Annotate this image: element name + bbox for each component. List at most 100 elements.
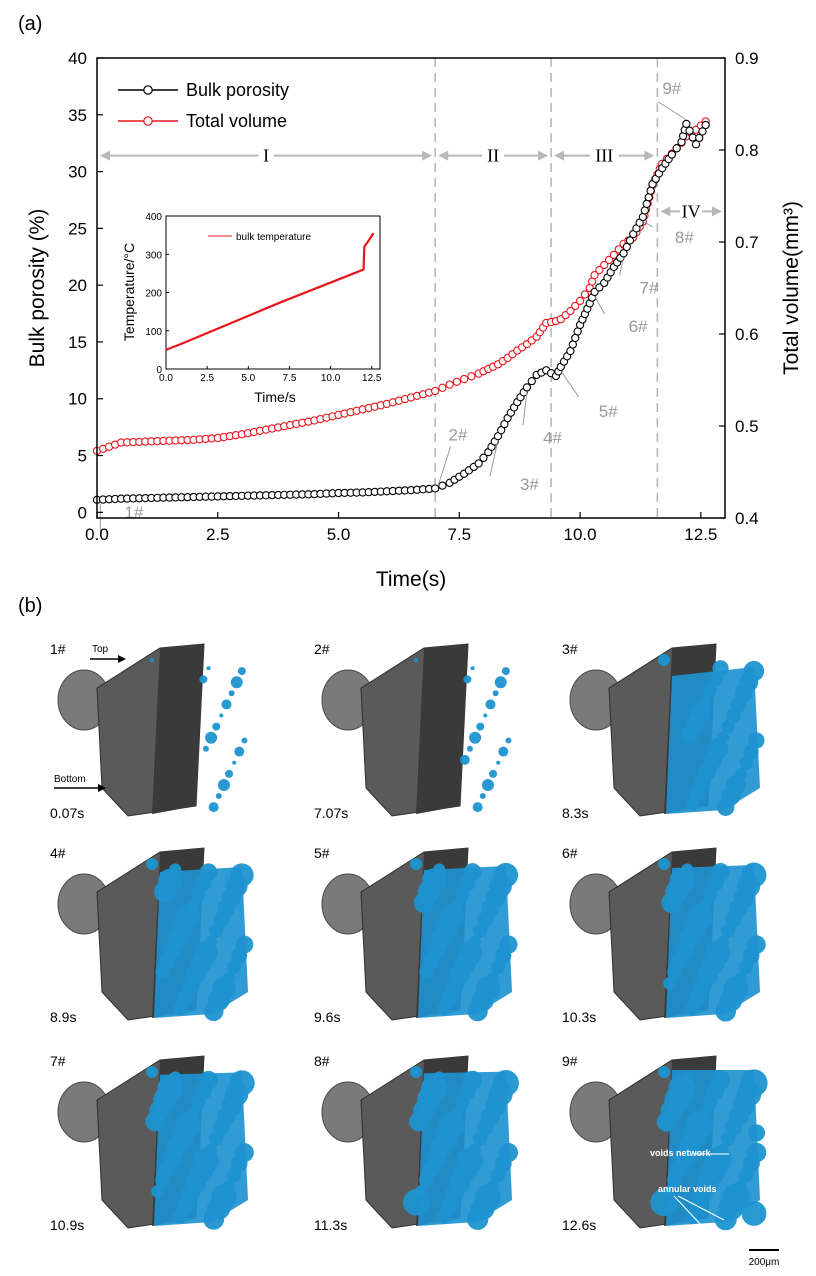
tile-id-label: 2# xyxy=(314,641,330,657)
void-blob xyxy=(232,760,237,765)
marker-label: 2# xyxy=(449,425,468,444)
marker-arrow xyxy=(522,391,528,426)
top-arrow-head xyxy=(118,655,126,663)
series-point xyxy=(571,301,580,311)
marker-arrow xyxy=(658,101,687,121)
void-blob xyxy=(146,1066,158,1078)
void-blob xyxy=(205,731,218,744)
ct-render-tile: 3# 8.3s xyxy=(562,641,765,821)
total-volume-series xyxy=(92,117,710,455)
series-point xyxy=(438,383,447,392)
y-left-tick-label: 30 xyxy=(68,163,87,182)
void-blob xyxy=(472,802,483,813)
series-point xyxy=(575,296,585,306)
series-point xyxy=(479,453,488,462)
series-point xyxy=(522,383,532,392)
x-tick-label: 10.0 xyxy=(564,525,597,544)
y-right-tick-label: 0.9 xyxy=(735,49,759,68)
void-blob xyxy=(466,745,473,752)
marker-label: 3# xyxy=(520,475,539,494)
inset-x-tick-label: 0.0 xyxy=(159,373,173,384)
void-blob xyxy=(470,666,475,671)
y-left-tick-label: 40 xyxy=(68,49,87,68)
inset-y-tick-label: 300 xyxy=(145,250,162,261)
marker-arrow xyxy=(560,370,580,398)
series-point xyxy=(604,255,614,265)
stage-label: III xyxy=(595,146,613,166)
inset-temperature-series xyxy=(165,232,375,351)
void-blob xyxy=(469,731,482,744)
void-blob xyxy=(483,713,488,718)
void-blob xyxy=(463,675,472,684)
stage-arrow-head xyxy=(644,150,655,161)
series-point xyxy=(685,126,694,135)
tile-time-label: 11.3s xyxy=(314,1217,347,1233)
void-blob xyxy=(241,737,248,744)
marker-label: 9# xyxy=(662,79,681,98)
marker-label: 5# xyxy=(599,402,618,421)
bulk-porosity-series xyxy=(92,119,710,504)
tile-time-label: 7.07s xyxy=(314,805,348,821)
scale-bar-label: 200μm xyxy=(749,1257,780,1268)
void-blob xyxy=(410,1066,422,1078)
y-left-tick-label: 0 xyxy=(78,503,87,522)
series-point xyxy=(431,484,440,493)
series-point xyxy=(474,459,483,468)
ct-render-tile: 5# 9.6s xyxy=(314,845,519,1025)
void-blob xyxy=(501,667,510,676)
inset-y-tick-label: 100 xyxy=(145,327,162,338)
void-blob xyxy=(150,658,154,662)
tile-time-label: 0.07s xyxy=(50,805,84,821)
cut-face xyxy=(416,644,468,814)
void-blob xyxy=(202,745,209,752)
void-blob xyxy=(146,858,158,870)
stage-arrow-head xyxy=(438,150,449,161)
tile-id-label: 9# xyxy=(562,1053,578,1069)
x-axis-label: Time(s) xyxy=(376,568,446,591)
void-blob xyxy=(658,858,670,870)
y-right-tick-label: 0.7 xyxy=(735,233,759,252)
x-axis-ticks: 0.0 2.5 5.0 7.5 10.0 12.5 xyxy=(85,512,717,544)
tile-id-label: 8# xyxy=(314,1053,330,1069)
void-blob xyxy=(228,690,235,697)
void-blob xyxy=(496,760,501,765)
y-left-tick-label: 20 xyxy=(68,276,87,295)
series-point xyxy=(667,150,677,159)
x-tick-label: 7.5 xyxy=(447,525,471,544)
series-point xyxy=(682,119,691,129)
right-y-axis-label: Total volume(mm³) xyxy=(780,201,803,375)
y-right-tick-label: 0.4 xyxy=(735,509,759,528)
inset-x-tick-label: 7.5 xyxy=(283,373,297,384)
y-left-tick-label: 35 xyxy=(68,106,87,125)
void-blob xyxy=(208,802,219,813)
y-right-tick-label: 0.5 xyxy=(735,417,759,436)
marker-arrow xyxy=(619,257,625,276)
bottom-label: Bottom xyxy=(54,774,86,785)
tile-id-label: 7# xyxy=(50,1053,66,1069)
void-blob xyxy=(479,793,486,800)
stage-arrow-head xyxy=(660,206,671,217)
series-point xyxy=(452,377,462,386)
series-point xyxy=(698,127,707,136)
void-blob xyxy=(489,769,498,778)
tile-time-label: 10.3s xyxy=(562,1009,596,1025)
annular-voids-pointer xyxy=(677,1195,725,1221)
ct-render-tile: 8# 11.3s xyxy=(314,1053,519,1233)
void-network xyxy=(666,1070,760,1226)
tile-time-label: 9.6s xyxy=(314,1009,340,1025)
stage-label: IV xyxy=(682,201,701,221)
panel-a-label: (a) xyxy=(18,13,42,35)
x-tick-label: 5.0 xyxy=(327,525,351,544)
legend-label-porosity: Bulk porosity xyxy=(186,80,289,100)
sample-markers: 1# 2# 3# 4# 5# 6# 7# 8# 9# xyxy=(99,79,694,534)
inset-y-label: Temperature/°C xyxy=(121,243,137,341)
series-point xyxy=(566,306,575,316)
tile-id-label: 4# xyxy=(50,845,66,861)
marker-arrow xyxy=(489,440,499,477)
marker-label: 4# xyxy=(543,428,562,447)
voids-network-label: voids network xyxy=(650,1148,712,1158)
inset-x-tick-label: 2.5 xyxy=(200,373,214,384)
tile-time-label: 10.9s xyxy=(50,1217,84,1233)
series-point xyxy=(431,386,440,396)
